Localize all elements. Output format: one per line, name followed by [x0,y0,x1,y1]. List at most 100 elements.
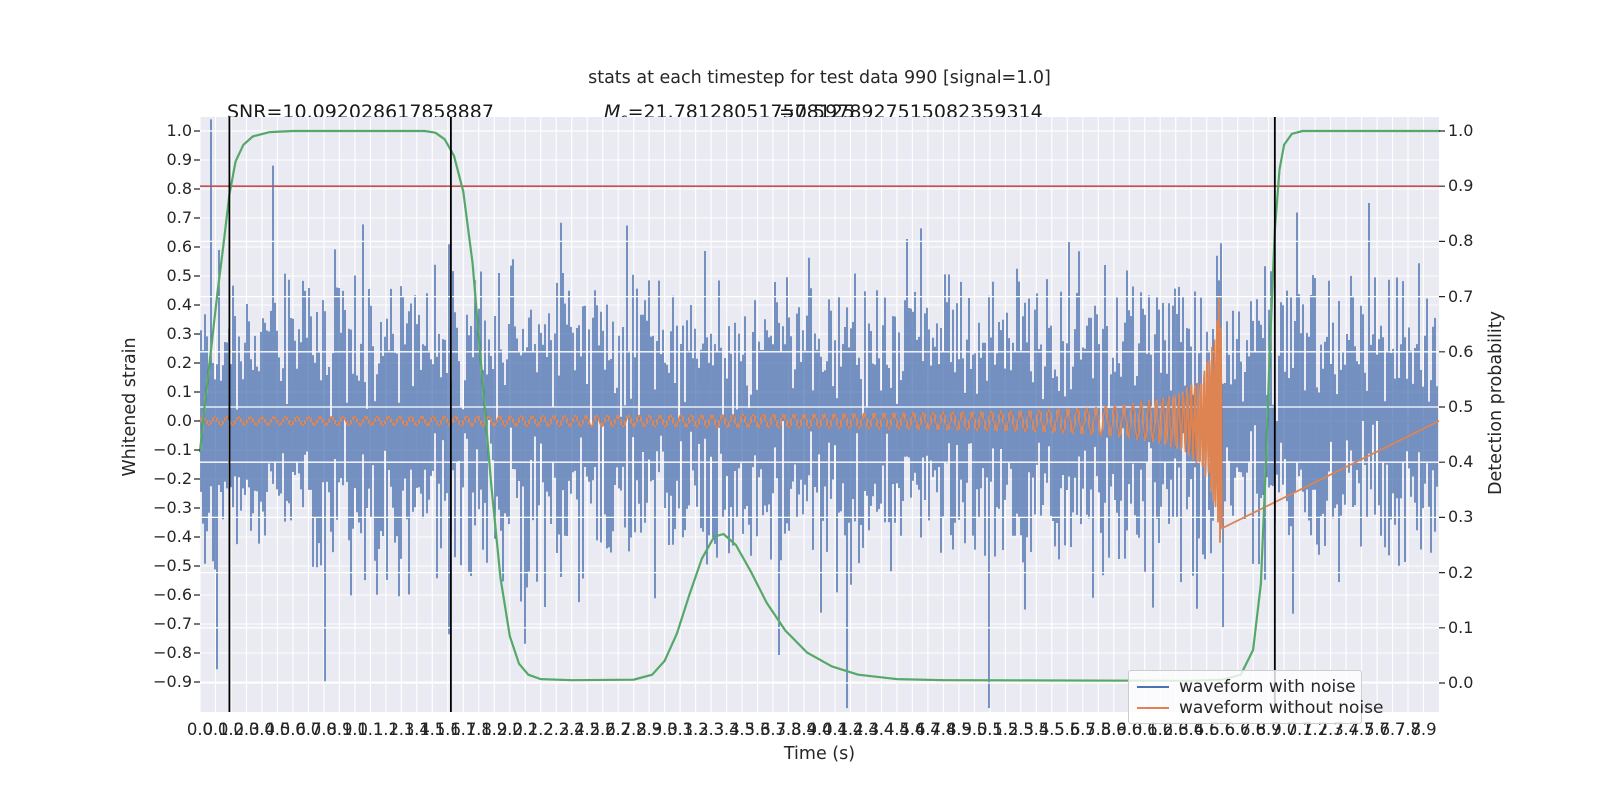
x-tick-label: 2.2 [527,720,554,739]
y-left-tick-label: 0.3 [166,324,192,343]
x-tick-label: 2.3 [543,720,570,739]
plot-area [194,117,1445,712]
x-tick-label: 1.1 [357,720,384,739]
y-right-tick-label: 0.6 [1448,341,1474,361]
x-tick-label: 0.8 [310,720,338,739]
x-tick-label: 0.9 [326,720,353,739]
y-left-tick-label: −0.2 [153,469,192,488]
x-tick-label: 0.5 [264,720,291,739]
x-tick-label: 2.9 [636,720,663,739]
x-tick-label: 0.3 [233,720,260,739]
x-tick-label: 1.7 [450,720,477,739]
x-tick-label: 3.8 [775,720,802,739]
y-right-tick-label: 0.3 [1448,507,1474,527]
x-tick-label: 7.0 [1271,720,1298,739]
x-tick-label: 4.1 [821,720,849,739]
x-tick-label: 5.2 [992,720,1019,739]
y-right-tick-label: 0.7 [1448,286,1474,306]
x-tick-label: 5.9 [1100,720,1127,739]
x-tick-label: 5.3 [1007,720,1034,739]
x-tick-label: 1.9 [481,720,508,739]
x-tick-label: 4.6 [899,720,926,739]
x-tick-label: 4.2 [837,720,864,739]
x-tick-label: 0.0 [186,720,214,739]
x-tick-label: 4.4 [868,720,895,739]
x-tick-label: 1.5 [419,720,446,739]
y-left-tick-label: 0.6 [166,237,192,256]
x-tick-label: 2.0 [496,720,523,739]
y-left-tick-label: −0.9 [153,672,192,691]
x-tick-label: 6.9 [1255,720,1282,739]
x-tick-label: 3.4 [713,720,740,739]
y-left-tick-label: −0.1 [153,440,192,459]
y-left-tick-label: −0.7 [153,614,192,633]
y-right-tick-label: 0.1 [1448,617,1474,637]
y-left-tick-label: 0.7 [166,208,192,227]
x-tick-label: 7.1 [1286,720,1313,739]
y-left-tick-label: 0.9 [166,150,192,169]
y-left-tick-label: −0.3 [153,498,192,517]
x-axis-label: Time (s) [783,744,856,764]
x-tick-label: 7.4 [1332,720,1360,739]
x-tick-label: 7.8 [1394,720,1422,739]
x-tick-label: 1.4 [403,720,430,739]
y-left-tick-label: 0.2 [166,353,192,372]
x-tick-label: 3.1 [666,720,694,739]
legend-label: waveform without noise [1179,697,1384,718]
y-right-tick-label: 0.0 [1448,673,1474,692]
y-left-tick-label: 0.0 [166,411,192,430]
x-tick-label: 1.3 [388,720,415,739]
y-right-tick-label: 0.4 [1448,452,1474,472]
x-tick-label: 7.9 [1410,720,1437,739]
x-tick-label: 7.6 [1363,720,1391,739]
x-tick-label: 3.6 [744,720,771,739]
x-tick-label: 2.7 [605,720,632,739]
x-tick-label: 6.7 [1224,720,1251,739]
x-tick-label: 4.8 [930,720,957,739]
y-right-tick-label: 0.8 [1448,231,1474,251]
x-tick-label: 6.8 [1240,720,1267,739]
x-tick-label: 0.7 [295,720,322,739]
chart-title: stats at each timestep for test data 990… [588,68,1051,88]
x-tick-label: 6.4 [1178,720,1205,739]
y-left-tick-label: 0.5 [166,266,192,285]
x-tick-label: 2.4 [558,720,585,739]
x-tick-label: 1.2 [372,720,399,739]
y-left-tick-label: −0.8 [153,643,192,662]
x-tick-label: 6.5 [1193,720,1220,739]
x-tick-label: 3.3 [697,720,725,739]
x-tick-label: 3.9 [790,720,818,739]
x-tick-label: 5.0 [961,720,988,739]
x-tick-label: 3.0 [651,720,678,739]
x-tick-label: 4.5 [883,720,911,739]
y-right-tick-label: 0.2 [1448,562,1474,582]
x-tick-label: 5.5 [1038,720,1065,739]
x-tick-label: 4.0 [806,720,833,739]
x-tick-label: 7.2 [1301,720,1329,739]
y-left-tick-label: −0.4 [153,527,192,546]
x-tick-label: 5.4 [1023,720,1050,739]
x-tick-label: 6.0 [1116,720,1143,739]
legend-item: waveform with noise [1137,676,1356,697]
x-tick-label: 6.1 [1131,720,1158,739]
legend-item: waveform without noise [1137,697,1383,718]
x-tick-label: 7.7 [1379,720,1406,739]
x-tick-label: 1.0 [341,720,368,739]
x-tick-label: 0.6 [279,720,307,739]
x-tick-label: 6.3 [1162,720,1189,739]
y-right-tick-label: 0.9 [1448,176,1474,196]
y-left-tick-label: −0.6 [153,585,192,604]
x-tick-label: 0.1 [202,720,229,739]
y-left-tick-label: 1.0 [166,121,192,140]
x-tick-label: 0.2 [217,720,245,739]
x-tick-label: 5.7 [1069,720,1096,739]
x-tick-label: 5.8 [1085,720,1112,739]
x-tick-label: 7.3 [1317,720,1344,739]
x-tick-label: 5.6 [1054,720,1081,739]
x-tick-label: 5.1 [976,720,1003,739]
x-tick-label: 4.7 [914,720,942,739]
x-tick-label: 1.6 [434,720,461,739]
x-tick-label: 7.5 [1348,720,1375,739]
x-tick-label: 2.1 [512,720,539,739]
